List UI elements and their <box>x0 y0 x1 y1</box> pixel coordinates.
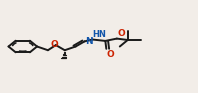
Text: O: O <box>107 50 115 59</box>
Text: O: O <box>51 40 59 49</box>
Text: O: O <box>117 29 125 38</box>
Text: N: N <box>85 37 93 46</box>
Text: HN: HN <box>93 30 107 39</box>
